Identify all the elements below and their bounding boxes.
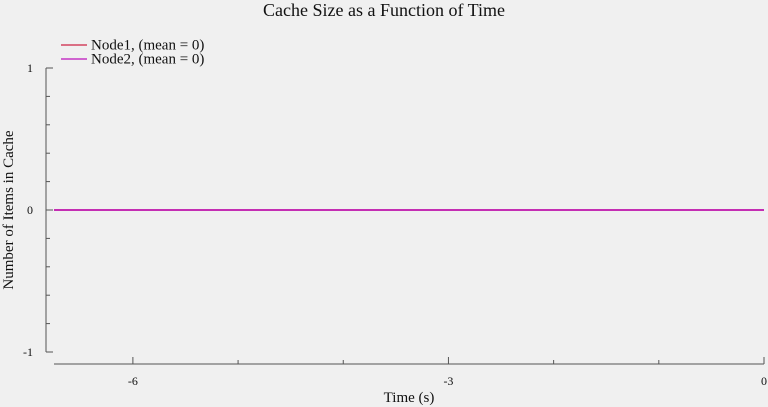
y-axis: -1 0 1 <box>23 61 53 359</box>
y-axis-label: Number of Items in Cache <box>1 130 17 289</box>
legend-label-node2: Node2, (mean = 0) <box>91 52 204 68</box>
y-tick-label: -1 <box>23 345 33 359</box>
x-tick-label: -3 <box>443 374 453 388</box>
x-axis-label: Time (s) <box>384 390 435 406</box>
legend-label-node1: Node1, (mean = 0) <box>91 38 204 54</box>
x-axis: -6 -3 0 <box>54 357 767 388</box>
y-tick-label: 0 <box>27 203 33 217</box>
x-tick-label: -6 <box>128 374 138 388</box>
x-tick-label: 0 <box>761 374 767 388</box>
legend: Node1, (mean = 0) Node2, (mean = 0) <box>61 38 204 68</box>
y-tick-label: 1 <box>27 61 33 75</box>
chart-title: Cache Size as a Function of Time <box>263 0 505 20</box>
